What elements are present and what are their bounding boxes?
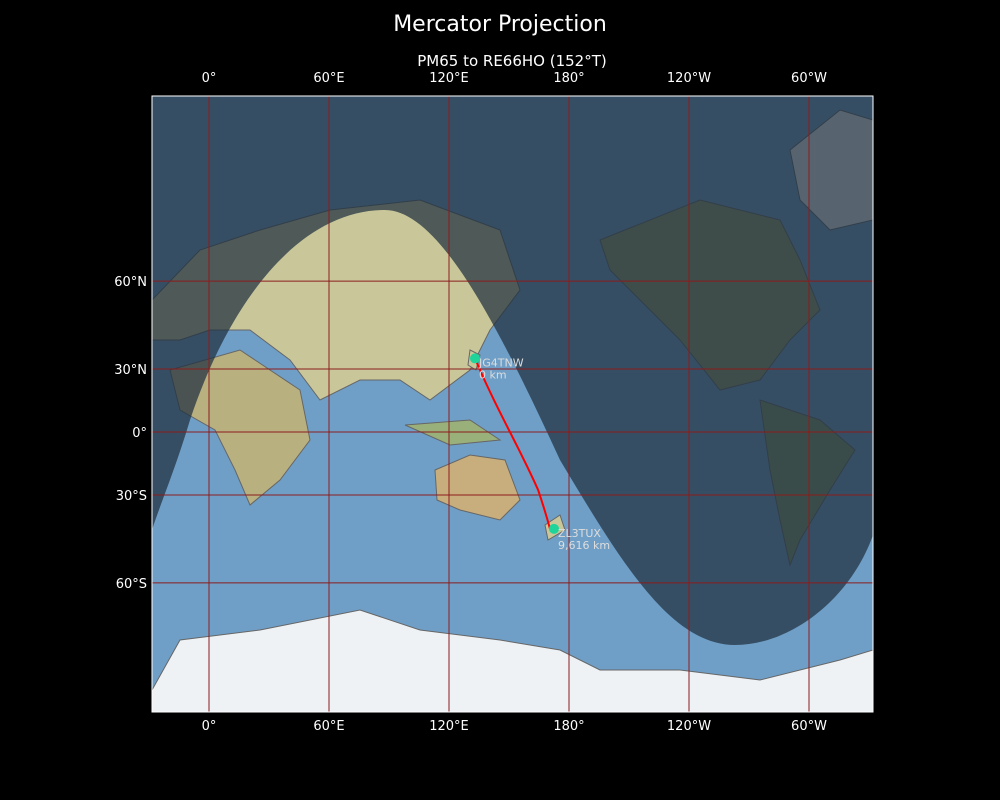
station-callsign: JG4TNW [478, 356, 524, 369]
great-circle-path [474, 358, 551, 530]
lon-tick-label: 120°W [667, 71, 711, 86]
lon-tick-label: 60°E [313, 719, 344, 734]
lon-tick-label: 0° [202, 719, 217, 734]
station-marker[interactable] [470, 353, 480, 364]
map-frame [151, 95, 874, 713]
lon-tick-label: 120°E [429, 71, 469, 86]
station-marker[interactable] [549, 523, 559, 534]
lon-tick-label: 60°W [791, 719, 827, 734]
lon-tick-label: 180° [553, 719, 584, 734]
station-distance: 0 km [479, 368, 507, 381]
lon-tick-label: 120°W [667, 719, 711, 734]
lon-tick-label: 60°W [791, 71, 827, 86]
night-shade [152, 96, 873, 645]
lat-tick-label: 0° [132, 426, 147, 441]
map-subtitle: PM65 to RE66HO (152°T) [417, 52, 607, 70]
lon-tick-label: 60°E [313, 71, 344, 86]
lat-tick-label: 60°N [114, 275, 147, 290]
lon-tick-label: 0° [202, 71, 217, 86]
lon-tick-label: 180° [553, 71, 584, 86]
lat-tick-label: 60°S [116, 577, 147, 592]
station-distance: 9,616 km [558, 539, 610, 552]
station-callsign: ZL3TUX [558, 527, 601, 540]
lat-tick-label: 30°S [116, 489, 147, 504]
graticule [152, 96, 873, 712]
lon-tick-label: 120°E [429, 719, 469, 734]
figure-title: Mercator Projection [393, 12, 607, 37]
lat-tick-label: 30°N [114, 363, 147, 378]
